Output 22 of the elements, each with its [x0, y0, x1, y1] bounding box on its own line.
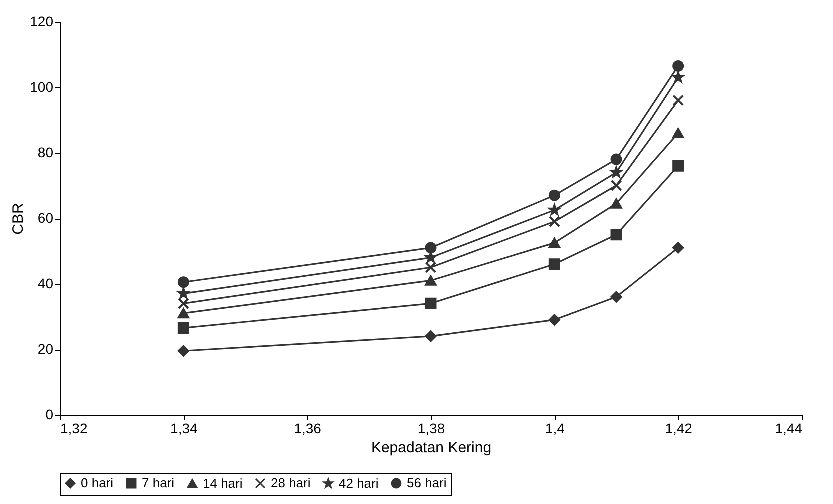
y-tick-label: 100: [30, 79, 54, 95]
y-axis-title: CBR: [10, 203, 28, 235]
y-tick-label: 20: [38, 341, 54, 357]
legend-label: 28 hari: [271, 476, 311, 491]
y-tick-label: 0: [46, 406, 54, 422]
x-tick-label: 1,38: [418, 420, 446, 436]
y-tick-label: 60: [38, 210, 54, 226]
legend-label: 0 hari: [81, 476, 114, 491]
x-axis-title: Kepadatan Kering: [371, 440, 492, 456]
x-tick-label: 1,44: [775, 420, 803, 436]
x-tick-label: 1,42: [665, 420, 693, 436]
x-tick-label: 1,34: [170, 420, 198, 436]
x-tick-label: 1,36: [294, 420, 322, 436]
legend-label: 56 hari: [407, 476, 447, 491]
legend-label: 42 hari: [339, 476, 379, 491]
legend-label: 14 hari: [203, 476, 243, 491]
y-tick-label: 120: [30, 14, 54, 30]
y-tick-label: 80: [38, 144, 54, 160]
x-tick-label: 1,4: [545, 420, 566, 436]
legend-label: 7 hari: [142, 476, 175, 491]
x-tick-label: 1,32: [60, 420, 88, 436]
y-tick-label: 40: [38, 276, 54, 292]
